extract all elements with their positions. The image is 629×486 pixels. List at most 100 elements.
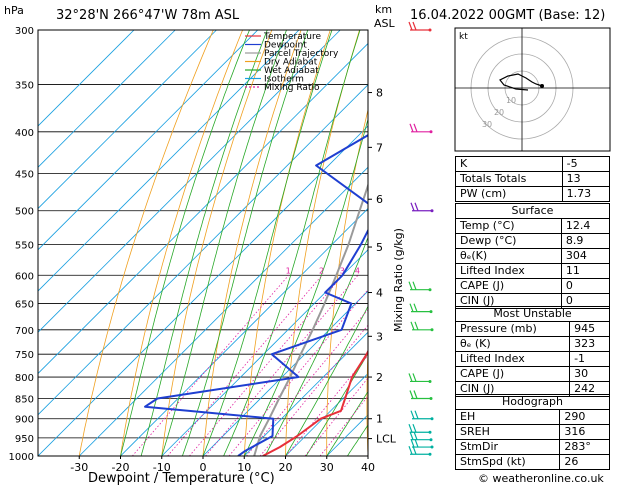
mixing-ratio-label: 1: [286, 266, 291, 275]
x-axis-label: Dewpoint / Temperature (°C): [88, 471, 275, 486]
km-tick-label: LCL: [376, 433, 397, 446]
wind-barb-flag: [412, 21, 417, 31]
profile-lines: [144, 134, 368, 456]
km-tick-label: 5: [376, 241, 383, 254]
copyright: © weatheronline.co.uk: [478, 472, 604, 485]
wind-barb-flag: [412, 373, 417, 382]
index-table-top: K -5 Totals Totals 13 PW (cm) 1.73: [455, 156, 611, 202]
wind-barb-dot: [428, 379, 432, 383]
mixing-ratio-label: 15: [431, 266, 441, 275]
isotherm: [38, 84, 368, 416]
temperature-tick-label: 30: [320, 461, 334, 474]
isotherm: [38, 30, 217, 210]
hodograph-ring-label: 10: [506, 96, 516, 105]
temperature-tick-label: 20: [279, 461, 293, 474]
pressure-tick-label: 300: [15, 26, 34, 37]
wind-barb-flag: [410, 202, 415, 211]
wet-adiabat: [202, 30, 333, 456]
legend-label: Parcel Trajectory: [264, 49, 339, 59]
legend-label: Dry Adiabat: [264, 58, 318, 68]
wind-barb-flag: [413, 431, 418, 440]
wind-barb-flag: [414, 202, 419, 211]
surface-row: θₑ(K) 304: [455, 248, 611, 264]
isotherm: [38, 125, 368, 456]
isotherm: [285, 372, 368, 456]
wind-barb: [410, 438, 434, 449]
wind-barb-flag: [408, 373, 413, 382]
surface-title: Surface: [455, 203, 610, 219]
wind-barb-flag: [409, 123, 414, 133]
dry-adiabat: [406, 30, 448, 456]
isotherm: [202, 290, 368, 456]
hodo-row: StmDir 283°: [454, 439, 610, 455]
pressure-tick-label: 400: [15, 128, 34, 139]
mixing-ratio-line: [205, 275, 359, 456]
surface-table: Surface Temp (°C) 12.4 Dewp (°C) 8.9 θₑ(K)…: [455, 203, 611, 309]
dry-adiabat: [120, 30, 243, 456]
parcel-trajectory-line: [253, 182, 368, 456]
isotherm: [38, 30, 341, 333]
location-title: 32°28'N 266°47'W 78m ASL: [56, 8, 240, 23]
mu-row: θₑ (K) 323: [454, 336, 610, 352]
wind-barb-flag: [408, 424, 413, 433]
datetime-title: 16.04.2022 00GMT (Base: 12): [410, 8, 606, 23]
pressure-tick-label: 500: [15, 207, 34, 218]
hodo-row: EH 290: [454, 409, 610, 425]
surface-row: Dewp (°C) 8.9: [455, 233, 611, 249]
wind-barb: [410, 202, 434, 213]
wet-adiabat: [140, 30, 268, 456]
mixing-ratio-line: [189, 275, 344, 456]
wind-barb: [408, 281, 432, 292]
index-row: Totals Totals 13: [455, 171, 611, 187]
wind-barb-flag: [414, 321, 419, 331]
km-tick-label: 6: [376, 193, 383, 206]
legend-label: Mixing Ratio: [264, 83, 320, 93]
wind-barb-dot: [429, 310, 433, 314]
isotherm: [38, 30, 259, 251]
mixing-ratio-line: [167, 275, 323, 456]
wind-barb: [408, 424, 432, 434]
pressure-tick-label: 700: [15, 326, 34, 337]
wind-barb-flag: [412, 281, 417, 290]
mu-row: Lifted Index -1: [454, 351, 610, 367]
surface-row: CAPE (J) 0: [455, 278, 611, 294]
wind-barb-dot: [429, 438, 433, 442]
wind-barb-flag: [408, 21, 413, 31]
pressure-tick-label: 900: [15, 415, 34, 426]
pressure-tick-label: 800: [15, 373, 34, 384]
hodograph-table: Hodograph EH 290 SREH 316 StmDir 283° StmSp…: [454, 394, 610, 470]
asl-label: ASL: [374, 17, 395, 30]
pressure-tick-label: 850: [15, 394, 34, 405]
hodo-row: StmSpd (kt) 26: [454, 454, 610, 470]
wind-barb: [410, 410, 434, 421]
index-row: K -5: [455, 156, 611, 172]
most-unstable-title: Most Unstable: [455, 306, 610, 322]
wind-barb-flag: [412, 446, 417, 455]
hpa-label: hPa: [4, 4, 24, 17]
surface-row: Lifted Index 11: [455, 263, 611, 279]
wind-barb: [408, 21, 432, 32]
pressure-tick-label: 550: [15, 240, 34, 251]
wind-barb-flag: [409, 390, 414, 399]
wind-barb-dot: [430, 209, 434, 213]
pressure-tick-label: 650: [15, 300, 34, 311]
temperature-tick-label: 40: [361, 461, 375, 474]
wind-barb-flag: [413, 390, 418, 399]
wind-barb-dot: [429, 396, 433, 400]
km-tick-label: 8: [376, 87, 383, 100]
km-tick-label: 3: [376, 330, 383, 343]
wet-adiabat: [161, 30, 287, 456]
hodograph-unit-label: kt: [459, 32, 468, 42]
mixing-ratio-label: 2: [319, 266, 324, 275]
isotherm: [243, 331, 368, 456]
dewpoint-line: [144, 134, 368, 456]
axes: 3003504004505005506006507007508008509009…: [9, 26, 397, 474]
wind-barb-flag: [413, 303, 418, 312]
isotherm: [38, 30, 176, 168]
wind-barb-flag: [413, 123, 418, 133]
dry-adiabat: [617, 30, 629, 456]
pressure-tick-label: 1000: [9, 452, 34, 463]
pressure-tick-label: 450: [15, 169, 34, 180]
isotherm: [38, 30, 135, 127]
